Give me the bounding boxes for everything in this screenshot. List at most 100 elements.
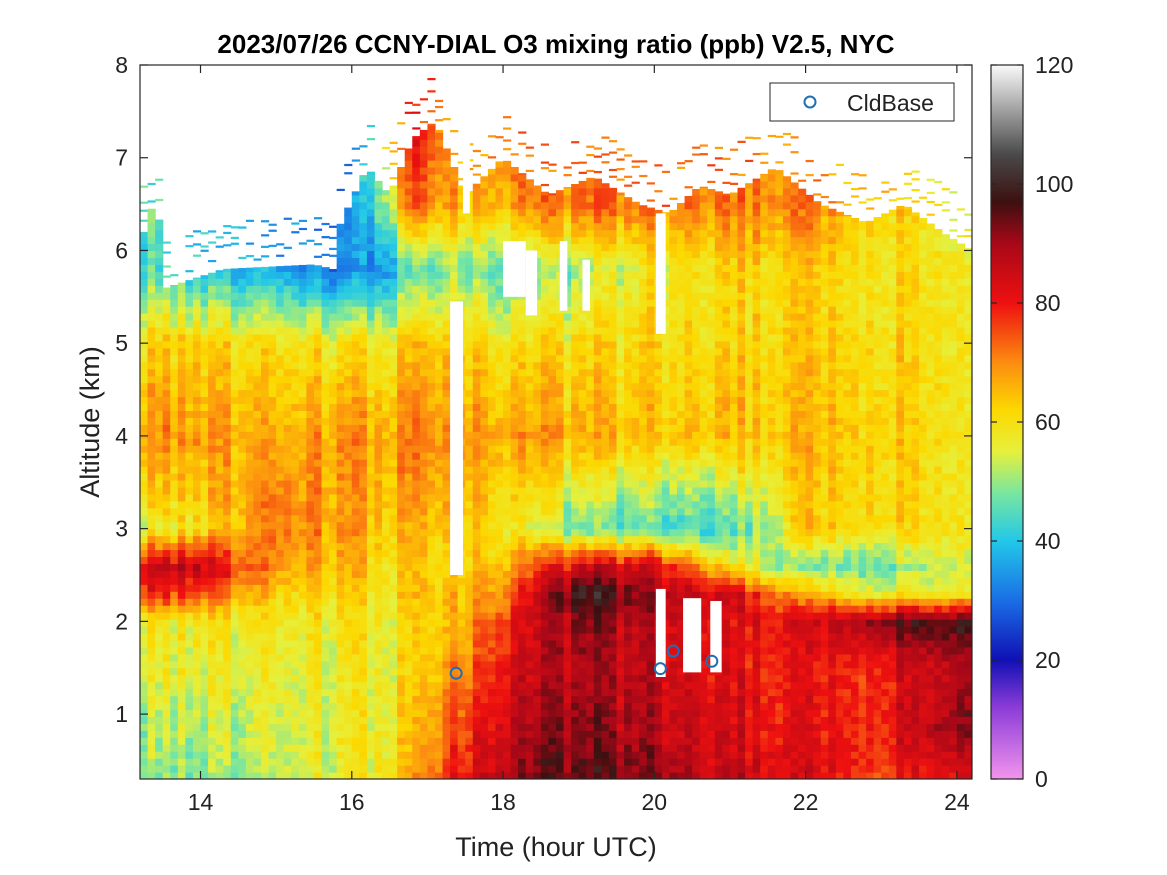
heatmap-cell	[389, 250, 398, 258]
heatmap-cell	[389, 639, 398, 648]
heatmap-cell	[503, 313, 512, 321]
heatmap-cell	[238, 340, 247, 349]
heatmap-cell	[321, 751, 330, 759]
heatmap-cell	[427, 612, 436, 620]
heatmap-cell	[344, 320, 353, 328]
heatmap-cell	[291, 299, 300, 307]
heatmap-cell	[313, 473, 323, 481]
heatmap-cell	[329, 723, 338, 731]
heatmap-cell	[155, 396, 164, 405]
heatmap-cell	[276, 619, 285, 627]
heatmap-cell	[140, 535, 149, 544]
heatmap-cell	[200, 326, 209, 335]
heatmap-cell	[261, 577, 270, 585]
heatmap-cell	[503, 507, 512, 516]
heatmap-cell	[503, 681, 512, 690]
heatmap-cell	[208, 424, 217, 432]
heatmap-cell	[223, 320, 232, 328]
heatmap-cell	[238, 333, 247, 342]
heatmap-cell	[253, 556, 262, 564]
heatmap-cell	[170, 507, 179, 516]
heatmap-cell	[518, 514, 527, 523]
heatmap-cell	[389, 320, 398, 328]
heatmap-cell	[412, 556, 421, 564]
heatmap-cell	[215, 632, 224, 641]
heatmap-cell	[487, 535, 497, 544]
heatmap-cell	[503, 201, 512, 210]
heatmap-cell	[556, 215, 565, 224]
heatmap-cell	[245, 514, 255, 523]
heatmap-cell	[419, 765, 429, 773]
heatmap-cell	[245, 598, 255, 606]
heatmap-cell	[298, 646, 307, 655]
heatmap-cell	[540, 702, 550, 711]
heatmap-cell	[177, 375, 186, 384]
heatmap-cell	[465, 333, 474, 342]
heatmap-cell	[518, 737, 527, 745]
heatmap-cell	[261, 333, 270, 342]
heatmap-cell	[306, 368, 315, 377]
heatmap-cell	[382, 486, 391, 495]
heatmap-cell	[540, 758, 550, 766]
heatmap-cell	[162, 424, 171, 432]
heatmap-cell	[185, 535, 194, 544]
heatmap-cell	[245, 417, 255, 425]
heatmap-cell	[412, 563, 421, 571]
heatmap-cell	[298, 500, 307, 509]
heatmap-cell	[336, 333, 345, 342]
heatmap-cell	[510, 639, 519, 648]
heatmap-cell	[162, 584, 171, 592]
heatmap-cell	[525, 222, 534, 231]
heatmap-cell	[336, 445, 345, 453]
heatmap-cell	[503, 702, 512, 711]
heatmap-cell	[291, 265, 300, 272]
heatmap-cell	[374, 646, 383, 655]
heatmap-cell	[329, 271, 338, 279]
heatmap-cell	[336, 278, 345, 286]
heatmap-cell	[185, 459, 194, 467]
heatmap-cell	[298, 417, 307, 425]
heatmap-cell	[313, 333, 323, 342]
heatmap-cell	[238, 500, 247, 509]
heatmap-cell	[533, 584, 542, 592]
heatmap-cell	[215, 653, 224, 662]
heatmap-cell	[548, 598, 557, 606]
heatmap-cell	[480, 681, 489, 690]
heatmap-cell	[329, 340, 338, 349]
heatmap-cell	[192, 542, 202, 551]
heatmap-cell	[162, 695, 171, 704]
heatmap-cell	[556, 751, 565, 759]
heatmap-cell	[382, 612, 391, 620]
heatmap-cell	[253, 528, 262, 537]
heatmap-cell	[245, 542, 255, 551]
heatmap-cell	[533, 264, 542, 272]
heatmap-cell	[563, 542, 572, 551]
heatmap-cell	[306, 313, 315, 321]
heatmap-cell	[397, 257, 406, 265]
heatmap-cell	[450, 688, 459, 697]
heatmap-cell	[563, 751, 572, 759]
heatmap-cell	[140, 257, 149, 265]
heatmap-cell	[283, 667, 292, 676]
heatmap-cell	[329, 333, 338, 342]
heatmap-cell	[147, 257, 156, 265]
heatmap-cell	[457, 185, 466, 189]
heatmap-cell	[578, 667, 587, 676]
heatmap-cell	[487, 271, 497, 279]
heatmap-cell	[215, 626, 224, 634]
heatmap-cell	[253, 744, 262, 752]
heatmap-cell	[192, 313, 202, 321]
heatmap-cell	[155, 535, 164, 544]
heatmap-cell	[533, 229, 542, 238]
heatmap-cell	[472, 285, 481, 293]
heatmap-cell	[147, 660, 156, 669]
heatmap-cell	[336, 619, 345, 627]
heatmap-cell	[351, 368, 360, 377]
heatmap-cell	[329, 716, 338, 724]
heatmap-cell	[450, 730, 459, 738]
heatmap-cell	[487, 431, 497, 439]
heatmap-cell	[192, 723, 202, 731]
heatmap-cell	[283, 765, 292, 773]
heatmap-cell	[578, 626, 587, 634]
heatmap-cell	[548, 299, 557, 307]
